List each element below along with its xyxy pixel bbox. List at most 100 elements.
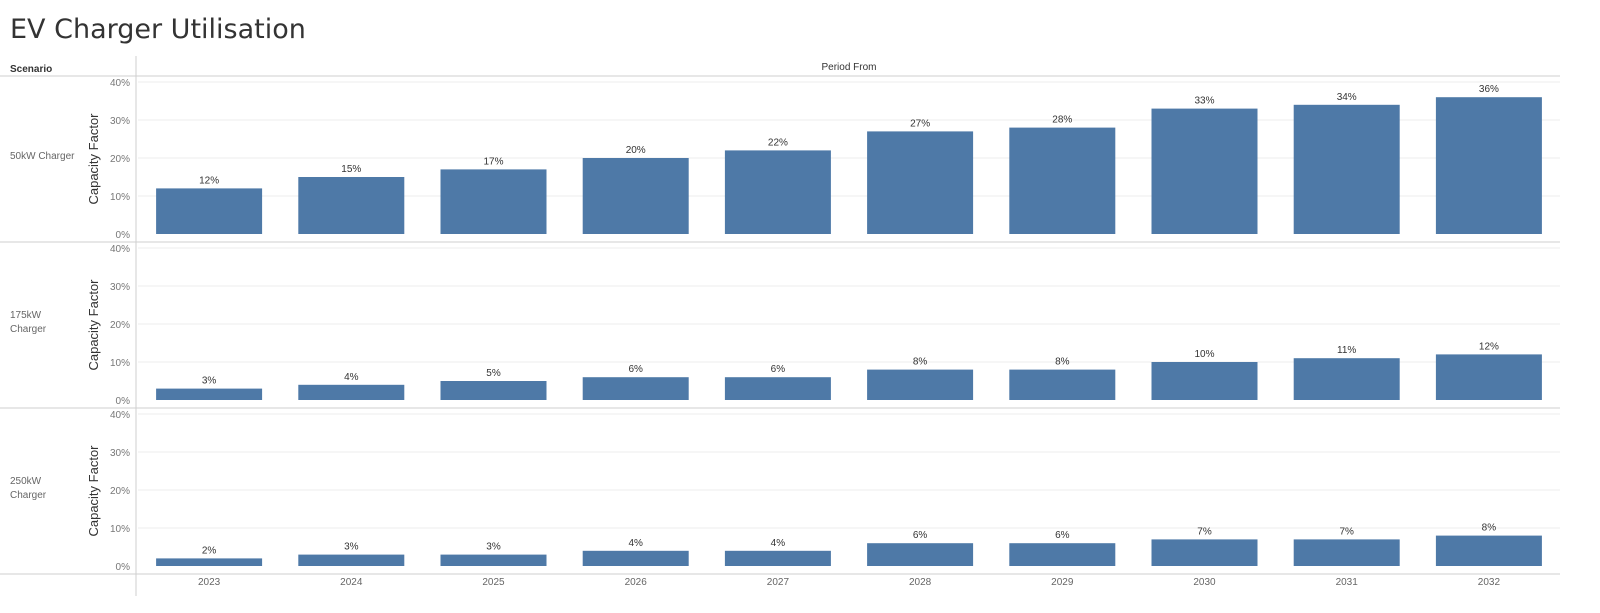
x-tick-label: 2024	[340, 577, 363, 588]
data-label: 17%	[483, 156, 503, 167]
bar	[156, 188, 263, 234]
column-header: Period From	[821, 62, 876, 73]
bar	[867, 543, 974, 566]
row-header: Scenario	[10, 64, 52, 75]
bar	[440, 381, 547, 400]
y-tick-label: 40%	[110, 410, 130, 421]
data-label: 5%	[486, 368, 501, 379]
bar	[156, 558, 263, 566]
data-label: 7%	[1339, 526, 1354, 537]
chart-frame	[0, 56, 1560, 596]
bar	[1293, 539, 1400, 566]
data-label: 4%	[771, 538, 786, 549]
y-tick-label: 20%	[110, 154, 130, 165]
bar	[582, 158, 689, 234]
data-label: 4%	[628, 538, 643, 549]
y-tick-label: 30%	[110, 282, 130, 293]
bar	[1009, 543, 1116, 566]
data-label: 8%	[913, 357, 928, 368]
y-axis-title: Capacity Factor	[86, 279, 101, 371]
bar	[156, 388, 263, 400]
bar	[298, 554, 405, 566]
bar	[440, 554, 547, 566]
data-label: 6%	[628, 364, 643, 375]
y-tick-label: 40%	[110, 78, 130, 89]
bar	[1435, 535, 1542, 566]
data-label: 12%	[1479, 341, 1499, 352]
data-label: 3%	[344, 542, 359, 553]
y-tick-label: 40%	[110, 244, 130, 255]
x-tick-label: 2027	[767, 577, 790, 588]
x-tick-label: 2029	[1051, 577, 1074, 588]
data-label: 6%	[771, 364, 786, 375]
data-label: 7%	[1197, 526, 1212, 537]
page-title: EV Charger Utilisation	[10, 14, 306, 45]
data-label: 34%	[1337, 92, 1357, 103]
bar	[298, 177, 405, 234]
bar	[1151, 362, 1258, 400]
y-axis-title: Capacity Factor	[86, 445, 101, 537]
y-tick-label: 20%	[110, 486, 130, 497]
scenario-label: Charger	[10, 490, 47, 501]
panel-2: 0% 10% 20% 30% 40% 250kW Charger Capacity Facto…	[0, 410, 1560, 575]
panel-0: 0% 10% 20% 30% 40% 50kW Charger Capacity Facto…	[0, 78, 1560, 243]
data-label: 33%	[1194, 96, 1214, 107]
data-label: 12%	[199, 175, 219, 186]
data-label: 6%	[913, 530, 928, 541]
bar	[298, 384, 405, 400]
data-label: 27%	[910, 118, 930, 129]
bar	[724, 550, 831, 566]
y-tick-label: 10%	[110, 192, 130, 203]
data-label: 2%	[202, 545, 217, 556]
data-label: 8%	[1055, 357, 1070, 368]
data-label: 10%	[1194, 349, 1214, 360]
y-tick-label: 30%	[110, 448, 130, 459]
x-tick-label: 2028	[909, 577, 932, 588]
data-label: 20%	[626, 145, 646, 156]
x-tick-label: 2032	[1478, 577, 1501, 588]
data-label: 11%	[1337, 345, 1356, 356]
y-tick-label: 30%	[110, 116, 130, 127]
x-tick-label: 2025	[482, 577, 505, 588]
bar	[582, 550, 689, 566]
x-axis: 2023 2024 2025 2026 2027 2028 2029 2030 2031 2032	[198, 577, 1500, 588]
bar	[1009, 369, 1116, 400]
bar	[1151, 539, 1258, 566]
data-label: 3%	[202, 376, 217, 387]
bar	[440, 169, 547, 234]
data-label: 4%	[344, 372, 359, 383]
data-label: 8%	[1482, 523, 1497, 534]
bar	[1435, 97, 1542, 234]
y-tick-label: 20%	[110, 320, 130, 331]
scenario-label: 50kW Charger	[10, 151, 75, 162]
bar	[724, 150, 831, 234]
x-tick-label: 2031	[1336, 577, 1359, 588]
data-label: 22%	[768, 137, 788, 148]
scenario-label: Charger	[10, 324, 47, 335]
x-tick-label: 2023	[198, 577, 221, 588]
y-tick-label: 10%	[110, 358, 130, 369]
data-label: 36%	[1479, 84, 1499, 95]
scenario-label: 175kW	[10, 310, 42, 321]
bar	[1293, 358, 1400, 400]
y-axis-title: Capacity Factor	[86, 113, 101, 205]
data-label: 6%	[1055, 530, 1070, 541]
data-label: 3%	[486, 542, 501, 553]
data-label: 28%	[1052, 115, 1072, 126]
x-tick-label: 2026	[625, 577, 648, 588]
panel-1: 0% 10% 20% 30% 40% 175kW Charger Capacity Facto…	[0, 244, 1560, 409]
bar	[867, 369, 974, 400]
x-tick-label: 2030	[1193, 577, 1216, 588]
scenario-label: 250kW	[10, 476, 42, 487]
y-tick-label: 10%	[110, 524, 130, 535]
y-tick-label: 0%	[116, 230, 131, 241]
bar	[1151, 108, 1258, 234]
bar	[1293, 104, 1400, 234]
bar	[867, 131, 974, 234]
y-tick-label: 0%	[116, 396, 131, 407]
data-label: 15%	[341, 164, 361, 175]
bar	[1435, 354, 1542, 400]
y-tick-label: 0%	[116, 562, 131, 573]
chart-panels: 0% 10% 20% 30% 40% 50kW Charger Capacity Facto…	[0, 78, 1560, 575]
